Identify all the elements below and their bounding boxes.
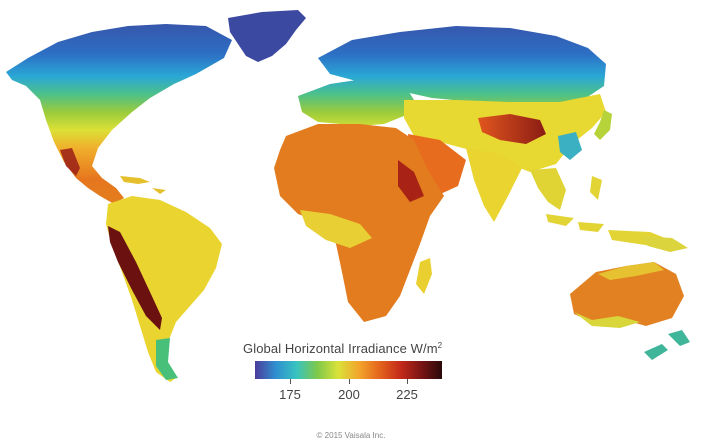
colorbar-tick xyxy=(290,379,291,384)
copyright-notice: © 2015 Vaisala Inc. xyxy=(316,431,386,440)
legend-title-main: Global Horizontal Irradiance W/m xyxy=(243,341,438,356)
south-america xyxy=(106,196,222,382)
colorbar-tick-label: 200 xyxy=(338,387,360,402)
greenland xyxy=(228,10,306,62)
australia-north-band xyxy=(598,262,664,280)
irradiance-colorbar xyxy=(255,361,442,379)
mexico-highlands xyxy=(60,148,80,176)
colorbar-tick-label: 175 xyxy=(279,387,301,402)
colorbar-fill xyxy=(255,361,442,379)
maritime-southeast-asia xyxy=(546,176,670,246)
andes-dark-band xyxy=(108,226,162,330)
legend-title: Global Horizontal Irradiance W/m2 xyxy=(243,341,442,356)
africa-equatorial-band xyxy=(300,210,372,248)
southeast-asia xyxy=(530,168,566,210)
madagascar xyxy=(416,258,432,294)
new-guinea xyxy=(640,236,688,252)
arabian-peninsula xyxy=(408,134,466,196)
north-america xyxy=(6,24,232,204)
india xyxy=(466,148,522,222)
japan xyxy=(594,110,612,140)
northern-eurasia xyxy=(318,26,606,104)
australia xyxy=(570,262,684,326)
colorbar-tick xyxy=(349,379,350,384)
colorbar-tick xyxy=(407,379,408,384)
africa xyxy=(274,124,444,322)
ethiopian-highlands xyxy=(398,160,424,202)
colorbar-tick-label: 225 xyxy=(396,387,418,402)
europe xyxy=(298,78,414,126)
tibetan-plateau xyxy=(478,114,546,144)
patagonia-cool xyxy=(156,338,178,380)
australia-south-band xyxy=(574,312,640,328)
legend-title-superscript: 2 xyxy=(437,341,443,350)
new-zealand xyxy=(644,330,690,360)
east-china-cool xyxy=(558,132,582,160)
caribbean-islands xyxy=(120,176,166,194)
